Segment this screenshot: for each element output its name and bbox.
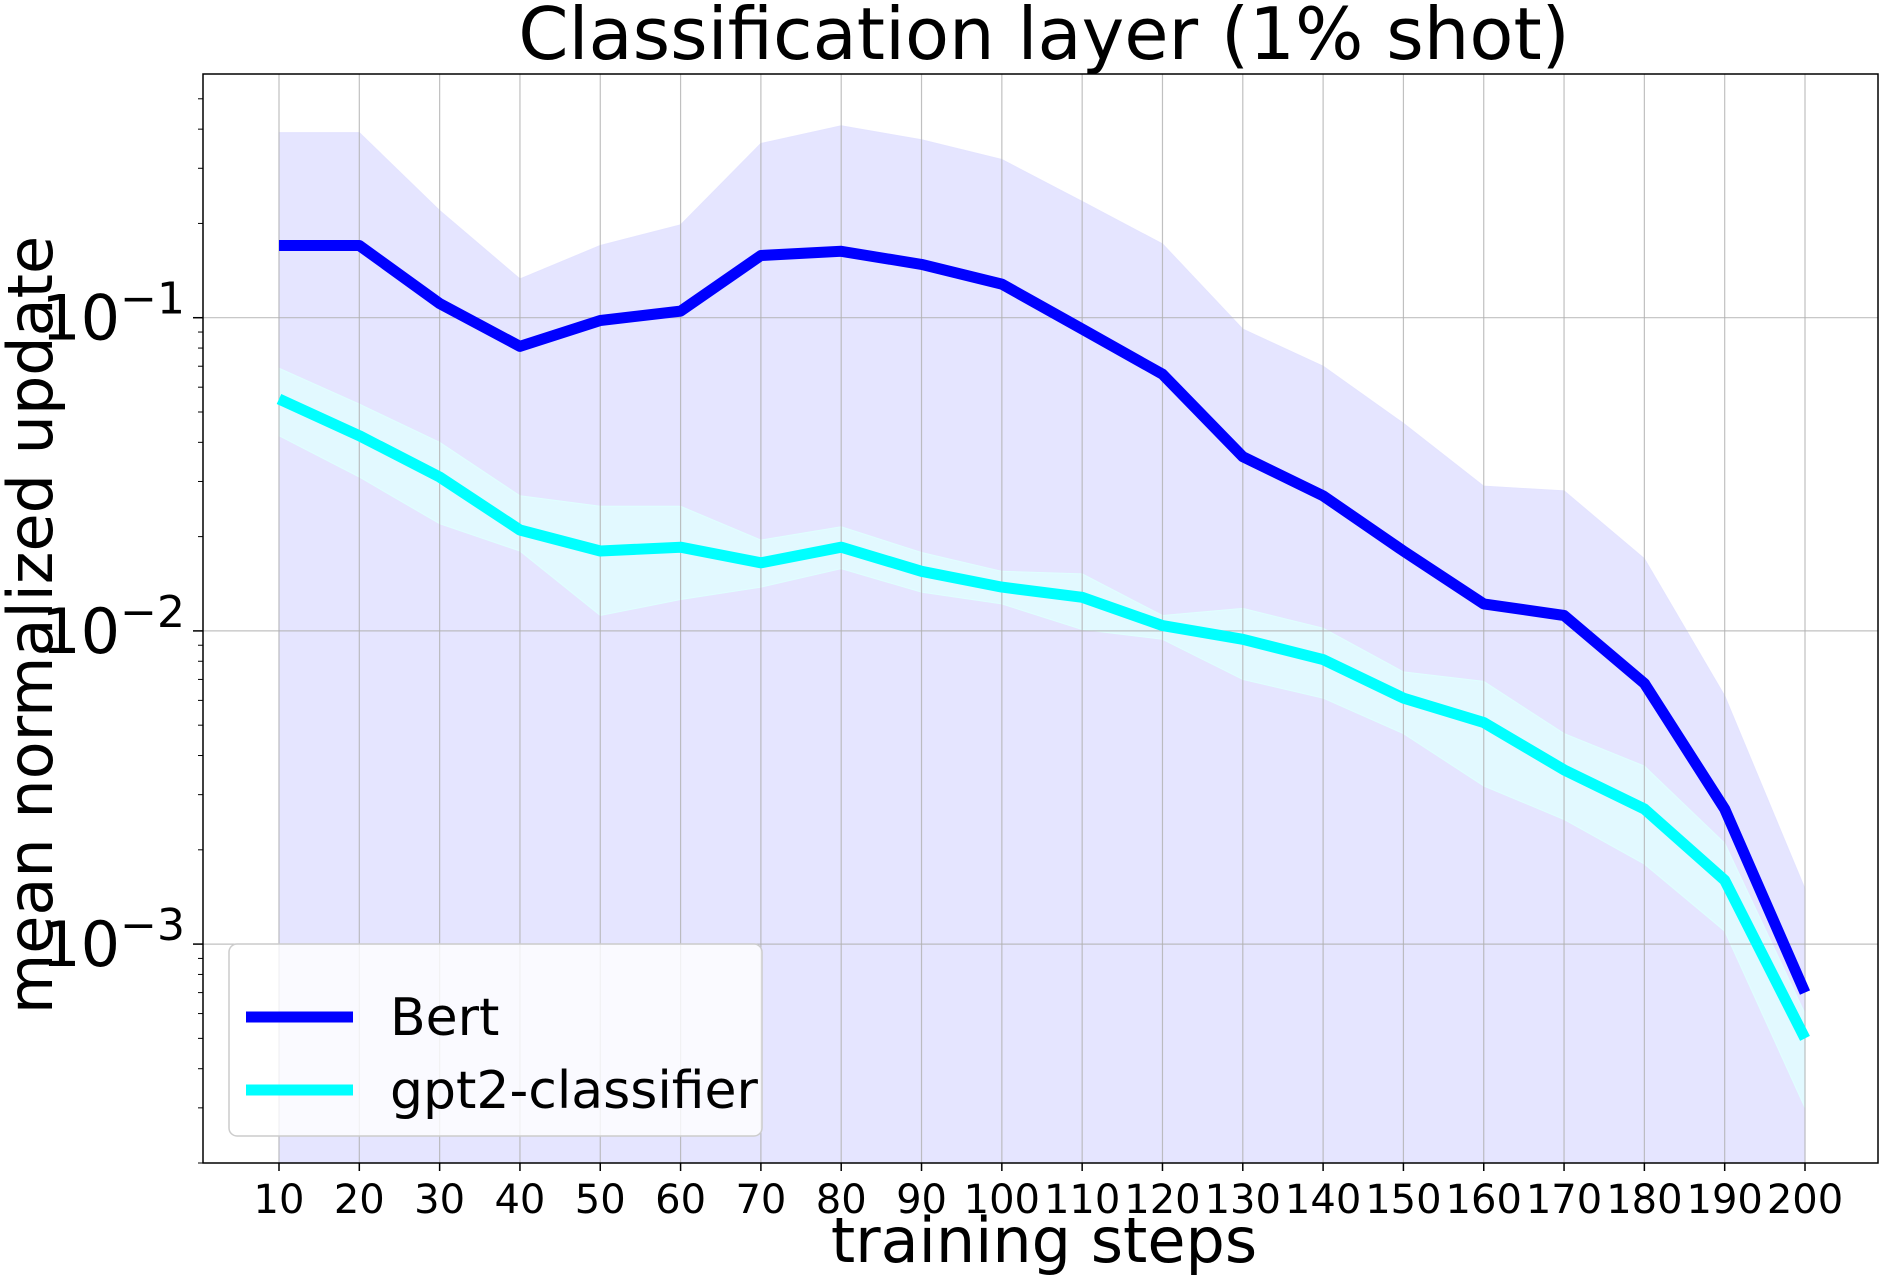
chart-title: Classification layer (1% shot) — [518, 0, 1570, 76]
line-gpt2-classifier — [276, 393, 1810, 1041]
x-tick-label: 20 — [334, 1177, 385, 1223]
series-lines — [276, 240, 1811, 1041]
x-tick-label: 170 — [1526, 1177, 1602, 1223]
legend-label-bert: Bert — [390, 988, 499, 1048]
line-bert — [279, 240, 1811, 995]
legend: Bert gpt2-classifier — [228, 943, 763, 1137]
x-tick-label: 80 — [816, 1177, 867, 1223]
legend-box — [228, 943, 763, 1137]
x-tick-label: 130 — [1205, 1177, 1281, 1223]
x-tick-label: 160 — [1446, 1177, 1522, 1223]
x-tick-label: 110 — [1044, 1177, 1120, 1223]
x-axis-ticks: 10 20 30 40 50 60 70 80 90 100 110 120 130 140 150 160 1… — [254, 1163, 1843, 1223]
x-tick-label: 150 — [1365, 1177, 1441, 1223]
x-tick-label: 70 — [735, 1177, 786, 1223]
x-tick-label: 60 — [655, 1177, 706, 1223]
x-tick-label: 140 — [1285, 1177, 1361, 1223]
x-tick-label: 10 — [254, 1177, 305, 1223]
x-tick-label: 40 — [494, 1177, 545, 1223]
x-tick-label: 30 — [414, 1177, 465, 1223]
y-tick-label: 10−3 — [41, 900, 185, 981]
y-tick-label: 10−2 — [41, 587, 185, 668]
x-tick-label: 50 — [575, 1177, 626, 1223]
x-tick-label: 180 — [1606, 1177, 1682, 1223]
x-tick-label: 120 — [1124, 1177, 1200, 1223]
x-tick-label: 200 — [1767, 1177, 1843, 1223]
y-axis-title: mean normalized update — [0, 236, 67, 1014]
x-axis-title: training steps — [831, 1204, 1257, 1277]
plot-frame — [202, 73, 1879, 1164]
x-tick-label: 90 — [896, 1177, 947, 1223]
y-tick-label: 10−1 — [41, 274, 185, 355]
x-tick-label: 190 — [1687, 1177, 1763, 1223]
legend-label-gpt2-classifier: gpt2-classifier — [390, 1061, 759, 1121]
x-tick-label: 100 — [964, 1177, 1040, 1223]
y-axis-ticks: 10−1 10−2 10−3 — [41, 98, 203, 1164]
